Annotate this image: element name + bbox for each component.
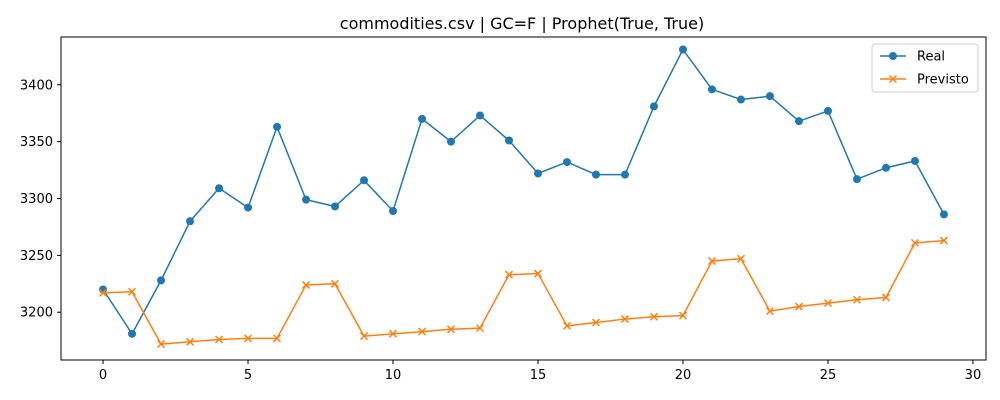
y-tick-label: 3300 <box>20 192 53 207</box>
data-point-real <box>620 170 629 179</box>
series-line-previsto <box>103 239 945 345</box>
data-point-real <box>186 217 195 226</box>
data-point-real <box>910 156 919 165</box>
data-point-previsto <box>794 302 804 311</box>
data-point-real <box>505 136 514 145</box>
data-point-real <box>244 203 253 212</box>
legend-marker-real <box>889 52 897 60</box>
x-tick-label: 5 <box>244 368 252 383</box>
data-point-real <box>707 85 716 94</box>
data-point-real <box>360 176 369 185</box>
y-tick-label: 3350 <box>20 135 53 150</box>
data-point-real <box>302 195 311 204</box>
data-point-previsto <box>910 238 919 247</box>
series-line-real <box>102 48 945 335</box>
legend-marker-previsto <box>888 74 898 84</box>
plot-area <box>99 45 948 349</box>
x-tick-label: 30 <box>965 368 982 383</box>
data-point-real <box>418 114 427 123</box>
data-point-previsto <box>243 334 253 343</box>
data-point-real <box>331 202 340 211</box>
y-tick-label: 3200 <box>20 306 53 321</box>
data-point-real <box>591 170 600 179</box>
data-point-real <box>533 169 542 178</box>
data-point-real <box>215 184 224 193</box>
data-point-previsto <box>99 288 108 297</box>
data-point-previsto <box>678 311 688 320</box>
data-point-real <box>389 207 398 216</box>
data-point-previsto <box>128 287 137 296</box>
data-point-previsto <box>301 280 311 289</box>
data-point-previsto <box>533 269 543 278</box>
chart-title: commodities.csv | GC=F | Prophet(True, T… <box>340 14 704 33</box>
data-point-previsto <box>649 312 659 321</box>
data-point-previsto <box>852 295 861 304</box>
data-point-real <box>736 95 745 104</box>
data-point-previsto <box>417 327 427 336</box>
x-tick-label: 0 <box>99 368 107 383</box>
data-point-previsto <box>157 340 166 349</box>
data-point-real <box>678 45 687 54</box>
data-point-previsto <box>736 254 746 263</box>
plot-frame <box>60 36 987 361</box>
data-point-previsto <box>823 299 832 308</box>
data-point-previsto <box>504 270 514 279</box>
x-tick-label: 10 <box>385 368 402 383</box>
data-point-real <box>852 175 861 184</box>
data-point-previsto <box>939 236 948 245</box>
data-point-real <box>881 163 890 172</box>
data-point-previsto <box>707 257 717 266</box>
data-point-real <box>562 158 571 167</box>
x-tick-label: 20 <box>675 368 692 383</box>
data-point-previsto <box>475 324 485 333</box>
data-point-previsto <box>215 335 224 344</box>
data-point-real <box>157 276 166 285</box>
data-point-real <box>823 106 832 115</box>
data-point-real <box>128 329 137 338</box>
data-point-real <box>273 122 282 131</box>
data-point-real <box>476 111 485 120</box>
y-tick-label: 3400 <box>20 78 53 93</box>
data-point-previsto <box>359 332 369 341</box>
data-point-real <box>939 210 948 219</box>
data-point-previsto <box>620 315 630 324</box>
data-point-real <box>794 117 803 126</box>
data-point-previsto <box>388 329 398 338</box>
data-point-previsto <box>562 321 572 330</box>
data-point-previsto <box>765 307 775 316</box>
data-point-real <box>447 137 456 146</box>
data-point-previsto <box>330 279 340 288</box>
data-point-previsto <box>272 334 282 343</box>
axes: 0 5 10 15 20 25 30 3200 3250 3300 3350 3400 <box>20 36 987 383</box>
y-tick-label: 3250 <box>20 249 53 264</box>
legend-label-previsto: Previsto <box>917 73 969 88</box>
legend: Real Previsto <box>871 43 979 93</box>
data-point-previsto <box>186 337 195 346</box>
data-point-real <box>649 102 658 111</box>
data-point-previsto <box>881 293 890 302</box>
data-point-previsto <box>591 318 601 327</box>
x-tick-label: 25 <box>820 368 837 383</box>
data-point-real <box>765 92 774 101</box>
legend-label-real: Real <box>917 50 945 65</box>
data-point-previsto <box>446 325 456 334</box>
x-tick-label: 15 <box>530 368 547 383</box>
